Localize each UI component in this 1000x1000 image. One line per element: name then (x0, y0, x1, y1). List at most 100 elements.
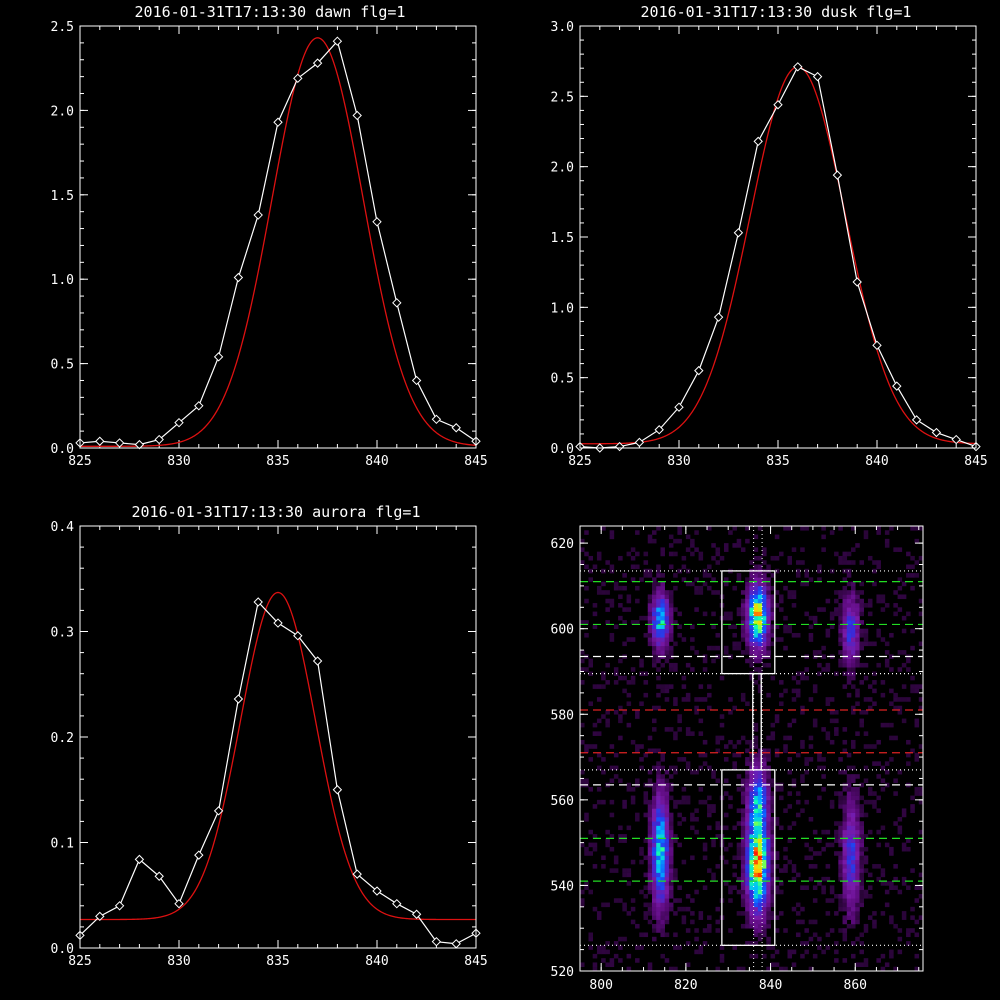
heatmap-cell (660, 799, 665, 805)
heatmap-cell (783, 966, 788, 972)
heatmap-cell (749, 620, 754, 625)
heatmap-cell (592, 624, 598, 629)
heatmap-cell (766, 787, 771, 792)
heatmap-cell (838, 757, 843, 762)
heatmap-cell (851, 795, 856, 801)
heatmap-cell (867, 893, 873, 899)
heatmap-cell (749, 829, 754, 835)
heatmap-cell (753, 680, 759, 685)
heatmap-cell (647, 568, 653, 574)
heatmap-cell (766, 585, 771, 591)
heatmap-cell (601, 581, 606, 587)
heatmap-cell (626, 551, 632, 557)
heatmap-cell (918, 744, 924, 749)
heatmap-cell (601, 684, 606, 689)
heatmap-cell (660, 919, 665, 925)
heatmap-cell (626, 701, 632, 707)
heatmap-cell (855, 902, 860, 908)
heatmap-cell (918, 885, 924, 890)
heatmap-cell (753, 842, 759, 848)
heatmap-cell (787, 791, 793, 796)
heatmap-cell (656, 632, 661, 638)
heatmap-cell (745, 911, 750, 916)
heatmap-cell (702, 752, 708, 758)
heatmap-cell (889, 953, 894, 959)
heatmap-cell (601, 864, 606, 869)
heatmap-cell (580, 560, 585, 565)
heatmap-cell (618, 838, 623, 843)
heatmap-cell (889, 846, 894, 852)
heatmap-cell (660, 864, 665, 869)
heatmap-cell (694, 889, 699, 895)
heatmap-cell (664, 812, 670, 818)
heatmap-cell (647, 538, 653, 544)
data-point (114, 438, 125, 448)
heatmap-cell (889, 688, 894, 694)
heatmap-cell (821, 774, 826, 779)
y-tick-label: 600 (551, 623, 574, 638)
heatmap-cell (808, 615, 814, 621)
heatmap-cell (842, 637, 848, 642)
heatmap-cell (740, 547, 746, 552)
heatmap-cell (749, 825, 754, 831)
data-point (154, 871, 164, 881)
heatmap-cell (859, 932, 865, 938)
heatmap-cell (855, 791, 860, 796)
heatmap-cell (783, 928, 788, 933)
heatmap-cell (872, 581, 877, 587)
data-point (154, 434, 164, 445)
heatmap-cell (740, 787, 746, 792)
heatmap-cell (732, 624, 737, 629)
heatmap-cell (749, 881, 754, 886)
heatmap-cell (770, 902, 776, 908)
heatmap-cell (762, 650, 767, 655)
heatmap-cell (736, 645, 742, 651)
heatmap-cell (745, 923, 750, 929)
heatmap-cell (855, 893, 860, 899)
heatmap-cell (842, 825, 848, 831)
heatmap-cell (601, 590, 606, 595)
heatmap-cell (647, 735, 653, 741)
heatmap-cell (584, 885, 589, 890)
heatmap-cell (779, 868, 784, 873)
heatmap-cell (770, 632, 776, 638)
heatmap-cell (753, 838, 759, 843)
heatmap-cell (592, 834, 598, 839)
heatmap-cell (681, 637, 687, 642)
heatmap-cell (647, 637, 653, 642)
heatmap-cell (876, 662, 881, 668)
heatmap-cell (762, 902, 767, 908)
heatmap-cell (601, 958, 606, 963)
heatmap-cell (626, 637, 632, 642)
heatmap-cell (618, 735, 623, 741)
heatmap-cell (723, 645, 729, 651)
heatmap-cell (630, 667, 636, 672)
heatmap-cell (918, 915, 924, 920)
fit-curve (80, 37, 477, 447)
heatmap-cell (804, 769, 809, 775)
heatmap-cell (846, 650, 852, 655)
heatmap-cell (846, 825, 852, 831)
heatmap-cell (889, 526, 894, 531)
heatmap-cell (643, 893, 649, 899)
heatmap-cell (690, 624, 695, 629)
data-point (352, 110, 362, 121)
heatmap-cell (893, 697, 898, 702)
heatmap-cell (732, 752, 737, 758)
heatmap-cell (846, 692, 852, 698)
heatmap-cell (749, 641, 754, 647)
heatmap-cell (897, 607, 903, 612)
heatmap-cell (901, 684, 907, 689)
heatmap-cell (694, 816, 699, 822)
heatmap-cell (740, 859, 746, 865)
heatmap-cell (647, 748, 653, 754)
heatmap-cell (694, 928, 699, 933)
heatmap-cell (851, 628, 856, 634)
heatmap-cell (639, 846, 644, 852)
y-tick-label: 2.0 (551, 161, 574, 176)
heatmap-cell (757, 936, 763, 942)
heatmap-cell (651, 885, 657, 890)
heatmap-cell (635, 744, 640, 749)
heatmap-cell (651, 821, 657, 826)
heatmap-cell (736, 752, 742, 758)
